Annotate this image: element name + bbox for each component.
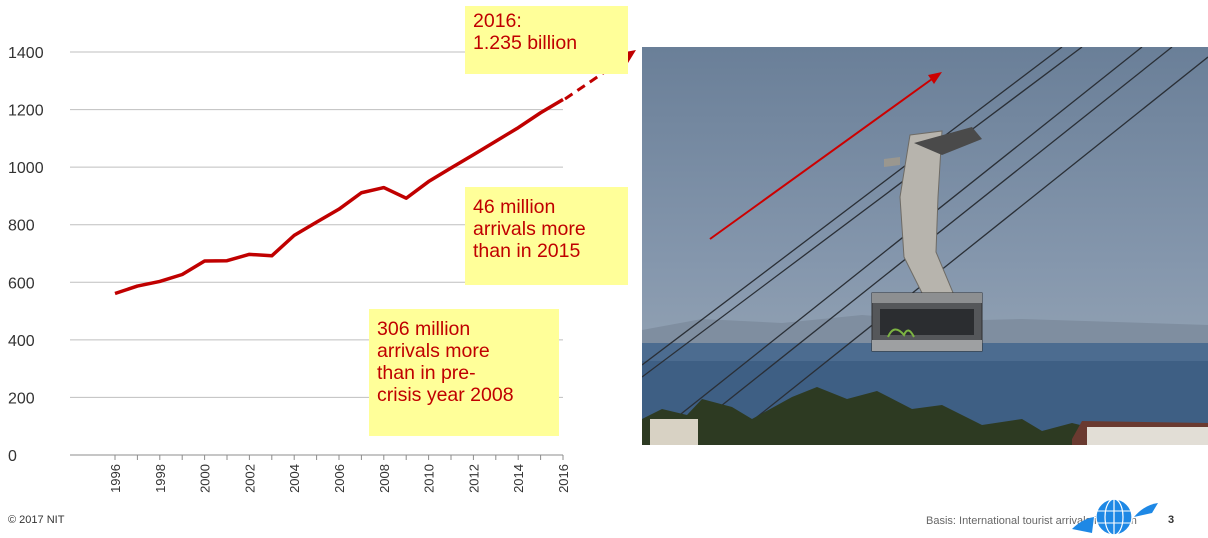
x-tick-label: 2016 xyxy=(556,464,571,493)
y-tick-label: 200 xyxy=(8,390,35,407)
callout-mid-line3: than in 2015 xyxy=(473,240,581,262)
x-tick-label: 2006 xyxy=(332,464,347,493)
x-tick-label: 2002 xyxy=(242,464,257,493)
y-tick-label: 400 xyxy=(8,333,35,350)
callout-2016-total: 2016: 1.235 billion xyxy=(465,6,628,74)
callout-growth-vs-2015: 46 million arrivals more than in 2015 xyxy=(465,187,628,285)
callout-mid-line2: arrivals more xyxy=(473,218,586,240)
x-tick-label: 1998 xyxy=(153,464,168,493)
page-number: 3 xyxy=(1168,514,1175,526)
x-tick-labels: 1996 1998 2000 2002 2004 2006 2008 2010 2012 2014… xyxy=(108,464,571,493)
x-tick-label: 2014 xyxy=(511,464,526,493)
copyright-text: © 2017 NIT xyxy=(8,514,65,526)
y-tick-label: 600 xyxy=(8,275,35,292)
y-tick-label: 1000 xyxy=(8,160,44,177)
callout-low-line1: 306 million xyxy=(377,318,471,340)
callout-low-line4: crisis year 2008 xyxy=(377,384,514,406)
callout-top-line2: 1.235 billion xyxy=(473,32,578,54)
trees xyxy=(642,387,1208,445)
x-tick-label: 2008 xyxy=(377,464,392,493)
growth-arrow xyxy=(709,78,933,240)
x-tick-label: 2012 xyxy=(466,464,481,493)
globe-logo-icon xyxy=(1072,498,1158,536)
callout-low-line3: than in pre- xyxy=(377,362,476,384)
line-chart: 0 200 400 600 800 1000 1200 1400 1996 1998 2000 20… xyxy=(8,45,636,493)
growth-arrowhead xyxy=(928,72,942,84)
callout-top-line1: 2016: xyxy=(473,10,522,32)
callout-mid-line1: 46 million xyxy=(473,196,556,218)
series-line-layer xyxy=(114,97,564,296)
x-tick-label: 2010 xyxy=(422,464,437,493)
x-tick-label: 2000 xyxy=(198,464,213,493)
y-tick-label: 0 xyxy=(8,448,17,465)
building-left xyxy=(650,419,698,445)
x-tick-label: 1996 xyxy=(108,464,123,493)
callout-growth-vs-2008: 306 million arrivals more than in pre- c… xyxy=(369,309,559,436)
y-tick-label: 1200 xyxy=(8,103,44,120)
cable-car-photo xyxy=(642,47,1208,445)
series-line xyxy=(114,97,564,296)
gondola-carriage xyxy=(914,127,982,155)
x-tick-label: 2004 xyxy=(287,464,302,493)
callout-low-line2: arrivals more xyxy=(377,340,490,362)
y-tick-labels: 0 200 400 600 800 1000 1200 1400 xyxy=(8,45,44,465)
y-tick-label: 1400 xyxy=(8,45,44,62)
y-tick-label: 800 xyxy=(8,218,35,235)
